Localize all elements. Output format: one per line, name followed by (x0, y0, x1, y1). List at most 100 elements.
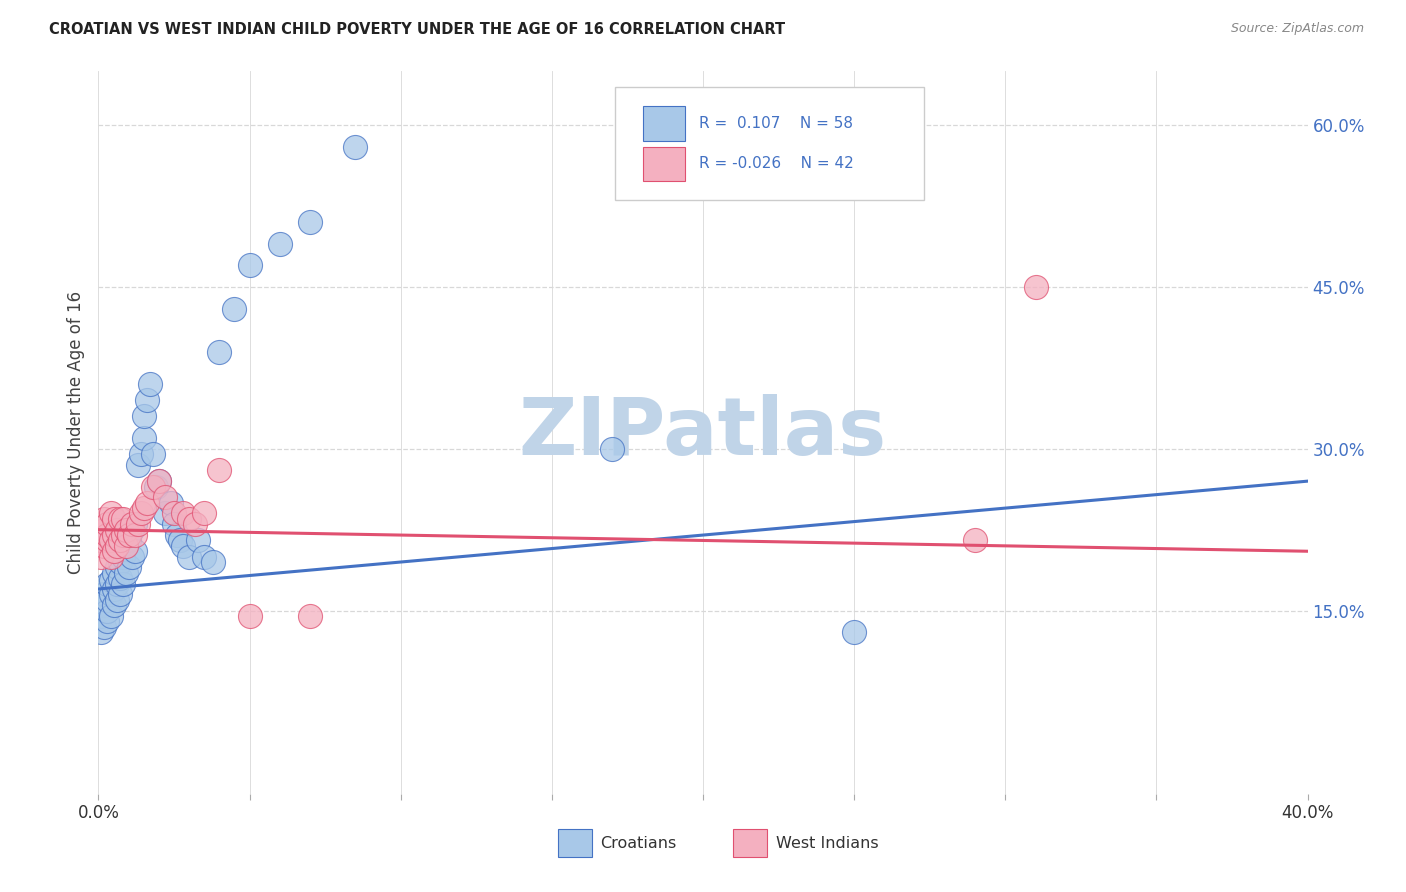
Bar (558, 830, 592, 856)
Point (96, 592, 118, 607)
Point (153, 507, 176, 521)
Point (844, 625, 866, 640)
Point (108, 512, 131, 526)
Point (114, 523, 136, 537)
Point (299, 609, 322, 624)
Point (100, 549, 122, 564)
Point (179, 549, 201, 564)
Point (111, 549, 134, 564)
Point (93, 598, 115, 612)
Point (202, 555, 225, 569)
Point (100, 587, 122, 601)
Point (148, 474, 170, 488)
Point (139, 377, 162, 392)
Point (344, 140, 367, 154)
Point (96, 615, 118, 629)
Bar (643, 146, 685, 181)
Point (124, 528, 146, 542)
Point (193, 507, 215, 521)
Point (135, 496, 157, 510)
Text: CROATIAN VS WEST INDIAN CHILD POVERTY UNDER THE AGE OF 16 CORRELATION CHART: CROATIAN VS WEST INDIAN CHILD POVERTY UN… (49, 22, 786, 37)
Point (142, 479, 165, 493)
Point (108, 587, 131, 601)
Point (153, 491, 176, 505)
Point (96, 533, 118, 548)
Point (103, 566, 125, 580)
Point (602, 442, 624, 456)
Point (111, 576, 134, 591)
Point (103, 528, 125, 542)
Point (105, 576, 128, 591)
Text: ZIPatlas: ZIPatlas (519, 393, 887, 472)
Point (96, 576, 118, 591)
Point (108, 555, 131, 569)
Text: Source: ZipAtlas.com: Source: ZipAtlas.com (1230, 22, 1364, 36)
Point (148, 474, 170, 488)
Point (160, 496, 183, 510)
Point (121, 549, 143, 564)
Point (132, 431, 155, 445)
Y-axis label: Child Poverty Under the Age of 16: Child Poverty Under the Age of 16 (66, 291, 84, 574)
Point (100, 507, 122, 521)
Bar (734, 830, 768, 856)
Point (163, 507, 186, 521)
Point (239, 259, 262, 273)
Point (100, 533, 122, 548)
Point (118, 533, 141, 548)
Point (132, 501, 155, 516)
Point (129, 507, 152, 521)
Point (96, 603, 118, 617)
Point (118, 528, 141, 542)
Point (96, 528, 118, 542)
Point (239, 609, 262, 624)
Point (172, 507, 194, 521)
Point (299, 215, 322, 229)
Point (121, 523, 143, 537)
FancyBboxPatch shape (614, 87, 924, 200)
Point (103, 512, 125, 526)
Point (105, 560, 128, 574)
Point (124, 544, 146, 558)
Point (114, 539, 136, 553)
Point (132, 409, 155, 424)
Text: R =  0.107    N = 58: R = 0.107 N = 58 (699, 116, 853, 131)
Point (1024, 280, 1046, 294)
Point (166, 528, 188, 542)
Point (114, 566, 136, 580)
Point (93, 523, 115, 537)
Point (93, 587, 115, 601)
Point (208, 344, 231, 359)
Point (172, 539, 194, 553)
Point (90, 609, 112, 624)
Point (145, 479, 167, 493)
Point (93, 539, 115, 553)
Point (93, 512, 115, 526)
Point (965, 533, 987, 548)
Point (105, 592, 128, 607)
Text: R = -0.026    N = 42: R = -0.026 N = 42 (699, 156, 853, 171)
Point (103, 544, 125, 558)
Point (124, 517, 146, 532)
Point (118, 560, 141, 574)
Text: West Indians: West Indians (776, 836, 879, 850)
Bar (643, 106, 685, 141)
Point (179, 512, 201, 526)
Point (224, 301, 246, 316)
Point (90, 549, 112, 564)
Point (269, 236, 291, 251)
Point (121, 517, 143, 532)
Point (93, 620, 115, 634)
Point (103, 598, 125, 612)
Point (100, 609, 122, 624)
Point (127, 517, 149, 532)
Point (129, 447, 152, 461)
Point (108, 571, 131, 585)
Point (163, 517, 186, 532)
Point (187, 533, 209, 548)
Point (103, 582, 125, 596)
Point (90, 625, 112, 640)
Point (114, 539, 136, 553)
Point (127, 458, 149, 472)
Point (184, 517, 207, 532)
Point (111, 512, 134, 526)
